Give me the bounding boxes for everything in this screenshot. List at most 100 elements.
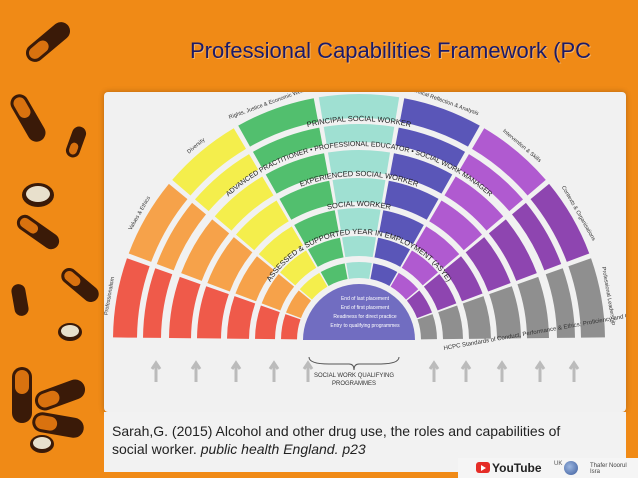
framework-segment xyxy=(379,210,424,245)
pill-capsule-icon xyxy=(12,367,32,423)
capability-domain-label: Professionalism xyxy=(104,276,116,316)
framework-segment xyxy=(128,183,188,262)
framework-segment xyxy=(472,128,546,196)
framework-segment xyxy=(512,202,562,271)
pill-tablet-icon xyxy=(22,183,54,207)
qualifying-level-label: Entry to qualifying programmes xyxy=(330,323,400,329)
progression-arrow xyxy=(268,360,280,382)
core-semicircle xyxy=(303,284,415,340)
citation-text: Sarah,G. (2015) Alcohol and other drug u… xyxy=(112,422,622,458)
progression-arrow xyxy=(496,360,508,382)
framework-segment xyxy=(390,272,419,300)
channel-name: Thafer Noorul Isra xyxy=(590,463,627,475)
youtube-region: UK xyxy=(554,461,563,467)
framework-segment xyxy=(346,262,372,279)
framework-segment xyxy=(227,296,256,339)
framework-segment xyxy=(444,256,483,302)
framework-segment xyxy=(429,200,483,251)
framework-segment xyxy=(156,202,206,271)
framework-segment xyxy=(285,290,312,319)
qualifying-brace xyxy=(308,356,400,371)
framework-segment xyxy=(323,124,395,145)
pcf-fan-diagram: PRINCIPAL SOCIAL WORKER ADVANCED PRACTITI… xyxy=(104,92,626,412)
framework-segment xyxy=(459,154,524,212)
qualifying-label-2: PROGRAMMES xyxy=(332,381,376,387)
framework-segment xyxy=(261,273,295,311)
pills-decoration xyxy=(10,22,99,453)
globe-icon xyxy=(564,461,578,475)
framework-segment xyxy=(327,150,391,175)
framework-segment xyxy=(465,237,511,292)
pill-capsule-icon xyxy=(11,284,29,316)
framework-segment xyxy=(462,296,491,339)
pill-capsule-icon xyxy=(34,379,86,411)
qualifying-level-label: Readiness for direct practice xyxy=(333,314,397,320)
framework-segment xyxy=(294,210,339,245)
progression-arrow xyxy=(428,360,440,382)
progression-arrow xyxy=(150,360,162,382)
framework-segment xyxy=(281,314,301,340)
framework-segment xyxy=(414,226,460,269)
framework-segment xyxy=(143,268,173,338)
pill-capsule-icon xyxy=(65,126,87,158)
framework-segment xyxy=(401,250,438,286)
framework-segment xyxy=(384,180,439,220)
progression-arrow xyxy=(230,360,242,382)
youtube-brand: YouTube xyxy=(492,461,542,475)
framework-segment xyxy=(444,176,504,231)
framework-segment xyxy=(172,128,246,196)
youtube-watermark[interactable]: YouTube UK Thafer Noorul Isra xyxy=(458,458,638,478)
framework-segment xyxy=(406,290,433,319)
framework-segment xyxy=(530,183,590,262)
framework-segment xyxy=(489,286,521,339)
progression-arrow xyxy=(190,360,202,382)
framework-segment xyxy=(417,314,437,340)
framework-segment xyxy=(545,268,575,338)
framework-segment xyxy=(235,256,274,302)
framework-segment xyxy=(235,200,289,251)
youtube-logo-icon xyxy=(476,462,490,473)
framework-segment xyxy=(488,219,537,281)
framework-segment xyxy=(238,98,319,147)
framework-segment xyxy=(181,219,230,281)
career-band-label: SOCIAL WORKER xyxy=(326,199,392,212)
framework-segment xyxy=(113,258,150,338)
progression-arrow xyxy=(302,360,314,382)
slide-title: Professional Capabilities Framework (PC xyxy=(190,38,592,63)
pill-capsule-icon xyxy=(32,412,84,438)
framework-segment xyxy=(194,154,259,212)
framework-segment xyxy=(258,226,304,269)
framework-segment xyxy=(255,305,280,340)
framework-segment xyxy=(169,276,201,339)
pill-tablet-icon xyxy=(58,323,82,341)
framework-segment xyxy=(342,236,376,258)
framework-segment xyxy=(318,94,400,121)
framework-segment xyxy=(370,263,398,286)
citation-line-2a: social worker. xyxy=(112,441,201,457)
pill-capsule-icon xyxy=(61,268,99,302)
framework-segment xyxy=(207,237,253,292)
citation-source: public health England. p23 xyxy=(200,441,366,457)
pill-capsule-icon xyxy=(16,214,60,250)
framework-segment xyxy=(197,286,229,339)
pill-capsule-icon xyxy=(10,94,46,142)
qualifying-level-label: End of last placement xyxy=(341,296,390,302)
framework-segment xyxy=(399,98,480,147)
framework-segment xyxy=(395,127,466,168)
framework-segment xyxy=(279,180,334,220)
framework-segment xyxy=(214,176,274,231)
progression-arrow xyxy=(460,360,472,382)
citation-line-1: Sarah,G. (2015) Alcohol and other drug u… xyxy=(112,423,561,439)
framework-segment xyxy=(299,272,328,300)
framework-segment xyxy=(252,127,323,168)
framework-segment xyxy=(332,178,386,204)
qualifying-level-label: End of first placement xyxy=(341,305,390,311)
framework-segment xyxy=(307,237,344,267)
framework-segment xyxy=(423,273,457,311)
pill-tablet-icon xyxy=(30,435,54,453)
progression-arrow xyxy=(534,360,546,382)
framework-segment xyxy=(280,250,317,286)
framework-segment xyxy=(320,263,348,286)
